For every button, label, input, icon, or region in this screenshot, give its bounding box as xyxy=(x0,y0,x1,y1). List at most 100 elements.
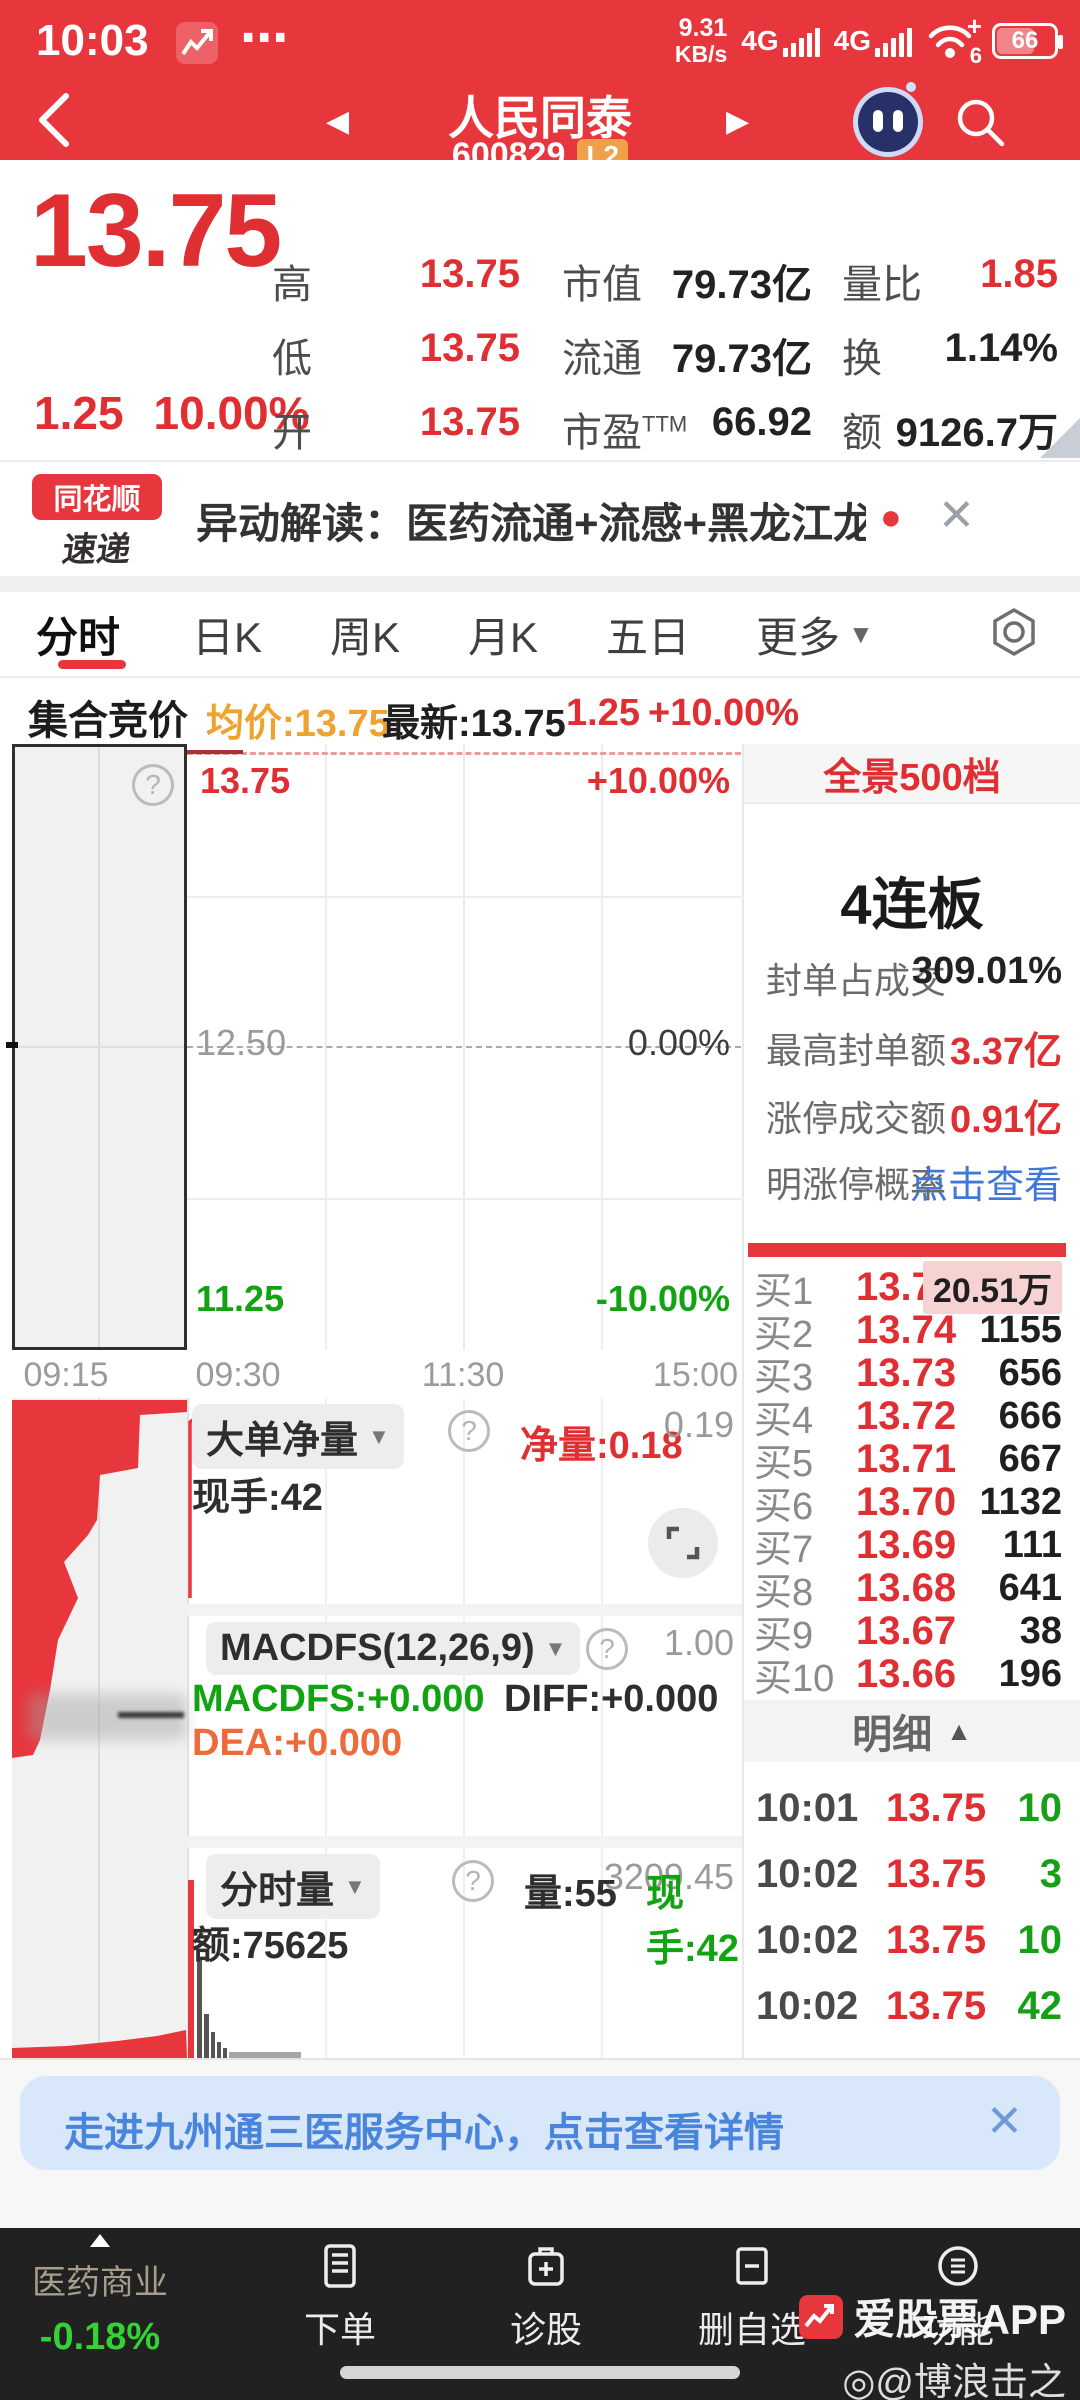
stat-label: 涨停成交额 xyxy=(766,1098,947,1139)
expand-icon xyxy=(666,1526,700,1560)
help-icon[interactable]: ? xyxy=(452,1860,494,1902)
back-button[interactable] xyxy=(34,90,74,150)
price-change-row: 1.25 10.00% xyxy=(34,386,310,440)
quote-value-amount: 9126.7万 xyxy=(895,411,1058,455)
battery-icon: 66 xyxy=(992,23,1063,59)
panel-gap xyxy=(187,1604,742,1616)
dadan-scale-top: 0.19 xyxy=(663,1404,734,1445)
quote-value-high: 13.75 xyxy=(419,252,520,296)
tab-active-underline xyxy=(58,660,126,669)
nav-item-diagnose[interactable]: 诊股 xyxy=(476,2242,616,2353)
x-tick-1130: 11:30 xyxy=(421,1356,505,1394)
last-price: 13.75 xyxy=(30,173,282,289)
gridline xyxy=(325,1398,327,1604)
tab-minute[interactable]: 分时 xyxy=(36,614,121,661)
period-tab-bar xyxy=(0,592,1080,676)
volume-scale-top: 3209.45 xyxy=(603,1856,734,1897)
quote-label-mktcap: 市值 xyxy=(562,263,642,307)
x-tick-0930: 09:30 xyxy=(195,1356,281,1394)
avg-price-label: 均价:13.75 xyxy=(206,703,390,745)
quote-label-open: 开 xyxy=(272,411,312,455)
buy-row[interactable]: 买4 13.72 666 xyxy=(754,1394,1062,1442)
quote-expand-fold-icon[interactable] xyxy=(1040,418,1080,458)
dadan-hand: 现手:42 xyxy=(192,1477,323,1519)
divider xyxy=(0,2058,1080,2060)
buy-row[interactable]: 买7 13.69 111 xyxy=(754,1523,1062,1571)
status-more-dots: ⋯ xyxy=(240,12,288,65)
blurred-watermark-line xyxy=(118,1712,184,1718)
chevron-down-icon: ▼ xyxy=(544,1635,567,1661)
expand-chart-button[interactable] xyxy=(648,1508,718,1578)
help-icon[interactable]: ? xyxy=(448,1410,490,1452)
trade-detail-row: 10:02 13.75 42 xyxy=(756,1984,1062,2028)
latest-price-label: 最新:13.75 xyxy=(382,703,566,745)
x-tick-0915: 09:15 xyxy=(23,1356,109,1394)
help-icon[interactable]: ? xyxy=(586,1628,628,1670)
quote-value-turnover: 1.14% xyxy=(944,326,1058,370)
promo-banner-text[interactable]: 走进九州通三医服务中心，点击查看详情 xyxy=(64,2111,784,2155)
tab-fiveday[interactable]: 五日 xyxy=(606,614,691,661)
tab-monthly[interactable]: 月K xyxy=(468,614,539,661)
tab-weekly[interactable]: 周K xyxy=(330,614,401,661)
chart-settings-icon[interactable] xyxy=(988,606,1040,658)
nav-item-order[interactable]: 下单 xyxy=(270,2242,410,2353)
red-divider-bar xyxy=(748,1243,1066,1257)
divider xyxy=(0,676,1080,678)
news-text[interactable]: 异动解读：医药流通+流感+黑龙江龙头+... xyxy=(196,500,866,547)
macd-value: MACDFS:+0.000 xyxy=(192,1678,485,1720)
stat-label: 封单占成交 xyxy=(766,960,947,1001)
indicator-selector-volume[interactable]: 分时量 ▼ xyxy=(206,1854,380,1919)
quote-value-float: 79.73亿 xyxy=(671,337,812,381)
buy-row[interactable]: 买2 13.74 1155 xyxy=(754,1308,1062,1356)
nav-item-remove-watchlist[interactable]: 删自选 xyxy=(682,2242,822,2353)
section-gap xyxy=(0,576,1080,592)
y-axis-top-left: 13.75 xyxy=(200,760,291,801)
quote-panel[interactable] xyxy=(0,160,1080,460)
news-close-icon[interactable]: ✕ xyxy=(938,491,975,540)
next-stock-arrow-icon[interactable]: ▶ xyxy=(726,105,750,138)
buy-row[interactable]: 买1 13.75 20.51万 xyxy=(744,1261,1080,1314)
tab-more[interactable]: 更多 ▼ xyxy=(756,614,874,661)
y-axis-bottom-left: 11.25 xyxy=(196,1278,285,1319)
indicator-selector-dadan[interactable]: 大单净量 ▼ xyxy=(192,1404,404,1469)
auction-label: 集合竞价 xyxy=(28,699,188,743)
news-ticker[interactable] xyxy=(0,462,1080,576)
tab-daily[interactable]: 日K xyxy=(192,614,263,661)
axis-tick-mark xyxy=(6,1042,18,1048)
sector-shortcut[interactable]: 医药商业 -0.18% xyxy=(10,2234,190,2359)
promo-banner[interactable] xyxy=(20,2076,1060,2170)
wifi-icon: + 6 xyxy=(926,11,982,68)
limit-probability-link[interactable]: 点击查看 xyxy=(909,1165,1062,1207)
unread-dot-icon: ● xyxy=(880,496,902,537)
chart-subheader xyxy=(0,678,1080,744)
trade-detail-row: 10:01 13.75 10 xyxy=(756,1786,1062,1830)
search-icon[interactable] xyxy=(952,94,1010,152)
sim2-label: 4G xyxy=(833,25,871,56)
ai-robot-icon[interactable] xyxy=(858,82,918,152)
auction-volume-fill xyxy=(12,1400,187,1758)
signal-bars-icon-2 xyxy=(875,28,912,57)
prev-stock-arrow-icon[interactable]: ◀ xyxy=(326,105,350,138)
quote-label-low: 低 xyxy=(272,337,312,381)
y-axis-bottom-right: -10.00% xyxy=(595,1278,730,1319)
detail-header[interactable]: 明细 ▲ xyxy=(744,1700,1080,1762)
buy-row[interactable]: 买3 13.73 656 xyxy=(754,1351,1062,1399)
volume-hand: 现手:42 xyxy=(646,1873,739,1970)
limit-up-dashed-line xyxy=(187,752,741,755)
home-indicator xyxy=(340,2366,740,2379)
watermark-author: ◎@博浪击之 xyxy=(842,2362,1066,2400)
help-icon[interactable]: ? xyxy=(132,764,174,806)
buy-row[interactable]: 买8 13.68 641 xyxy=(754,1566,1062,1614)
gridline xyxy=(463,1848,465,2058)
level2-header[interactable]: 全景500档 xyxy=(744,744,1080,804)
buy-row[interactable]: 买5 13.71 667 xyxy=(754,1437,1062,1485)
indicator-selector-macd[interactable]: MACDFS(12,26,9) ▼ xyxy=(206,1622,581,1675)
buy-row[interactable]: 买6 13.70 1132 xyxy=(754,1480,1062,1528)
buy-row[interactable]: 买9 13.67 38 xyxy=(754,1609,1062,1657)
chevron-down-icon: ▼ xyxy=(368,1423,390,1449)
chart-area[interactable]: ? 13.75 +10.00% 12.50 0.00% 11.25 -10.00… xyxy=(0,744,742,2058)
buy-row[interactable]: 买10 13.66 196 xyxy=(754,1652,1062,1700)
nav-item-functions[interactable]: 功能 xyxy=(888,2242,1028,2353)
banner-close-icon[interactable]: ✕ xyxy=(986,2097,1023,2146)
